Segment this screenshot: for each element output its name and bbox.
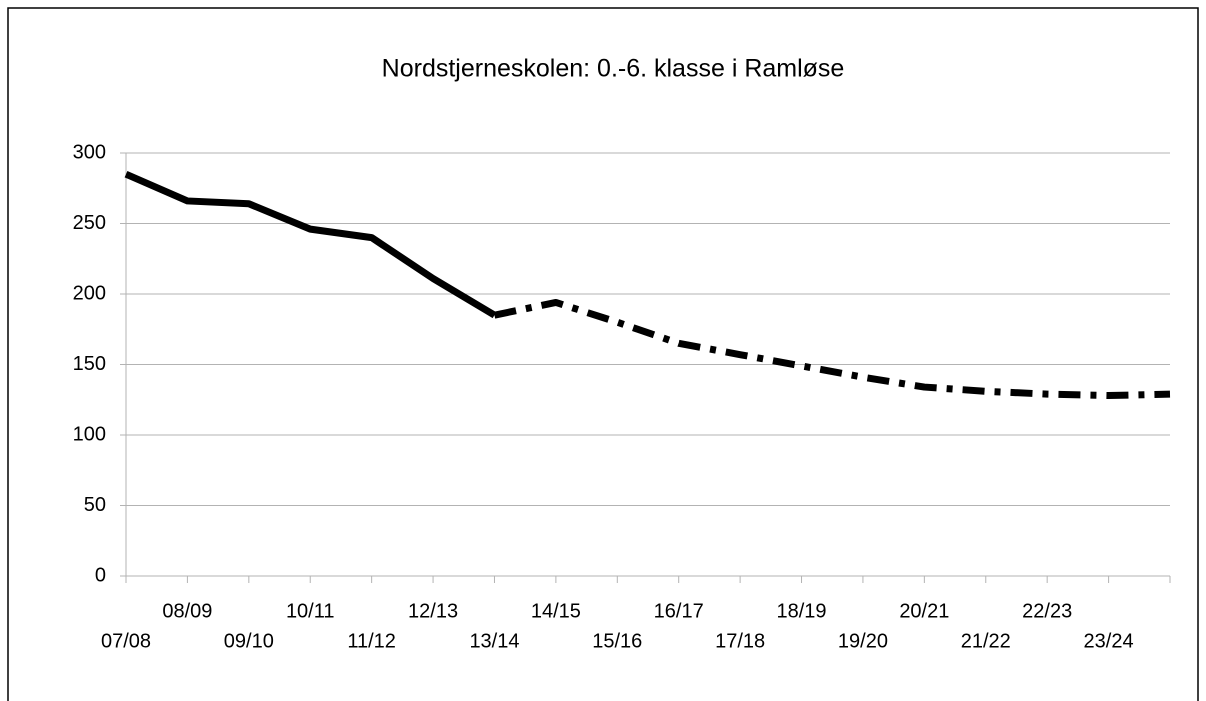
y-tick-label: 150	[73, 353, 106, 375]
x-tick-label: 14/15	[531, 600, 581, 622]
y-tick-label: 0	[95, 564, 106, 586]
x-tick-label: 18/19	[776, 600, 826, 622]
x-tick-label: 19/20	[838, 630, 888, 652]
line-series	[493, 298, 1171, 400]
x-tick-label: 13/14	[469, 630, 519, 652]
y-tick-label: 200	[73, 282, 106, 304]
chart-title: Nordstjerneskolen: 0.-6. klasse i Ramløs…	[382, 55, 845, 83]
y-tick-label: 250	[73, 212, 106, 234]
line-series	[124, 170, 497, 319]
x-tick-label: 10/11	[286, 600, 335, 622]
x-tick-label: 16/17	[654, 600, 704, 622]
x-tick-label: 09/10	[224, 630, 274, 652]
x-tick-label: 17/18	[715, 630, 765, 652]
y-tick-label: 100	[73, 423, 106, 445]
x-tick-label: 20/21	[899, 600, 949, 622]
x-tick-label: 07/08	[101, 630, 151, 652]
x-tick-label: 12/13	[408, 600, 458, 622]
y-tick-label: 300	[73, 141, 106, 163]
chart-frame	[7, 7, 1199, 701]
x-tick-label: 23/24	[1084, 630, 1134, 652]
x-tick-label: 22/23	[1022, 600, 1072, 622]
x-tick-label: 21/22	[961, 630, 1011, 652]
y-tick-label: 50	[84, 494, 106, 516]
x-tick-label: 08/09	[162, 600, 212, 622]
x-tick-label: 11/12	[347, 630, 396, 652]
x-tick-label: 15/16	[592, 630, 642, 652]
